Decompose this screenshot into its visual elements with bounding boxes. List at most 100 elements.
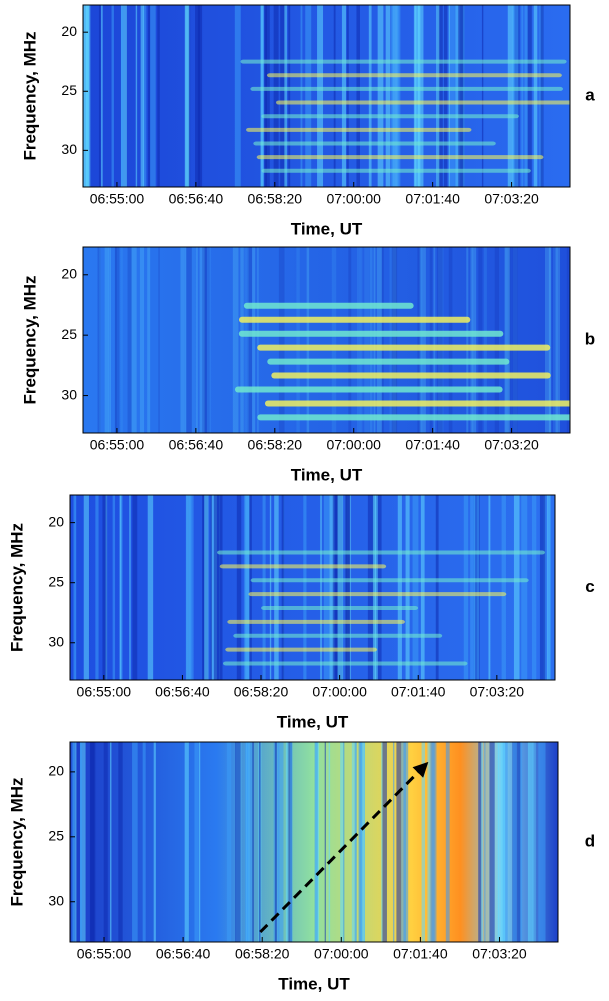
stripe bbox=[431, 742, 437, 942]
stripe bbox=[538, 742, 544, 942]
y-tick-label: 20 bbox=[48, 513, 64, 529]
stripe bbox=[246, 742, 253, 942]
stripe bbox=[494, 247, 499, 433]
stripe bbox=[97, 247, 101, 433]
stripe bbox=[376, 247, 382, 433]
streak bbox=[261, 114, 519, 119]
stripe bbox=[412, 495, 419, 680]
stripe bbox=[392, 247, 397, 433]
plot-frame bbox=[82, 246, 571, 434]
streak bbox=[271, 372, 551, 379]
stripe bbox=[317, 5, 324, 187]
stripe bbox=[512, 742, 517, 942]
stripe bbox=[337, 495, 344, 680]
stripe bbox=[226, 742, 232, 942]
stripe bbox=[489, 742, 495, 942]
stripe bbox=[273, 5, 279, 187]
stripe bbox=[73, 742, 75, 942]
stripe bbox=[473, 495, 476, 680]
x-tick-label: 06:55:00 bbox=[90, 191, 145, 207]
stripe bbox=[157, 5, 160, 187]
stripe bbox=[80, 742, 86, 942]
stripe bbox=[244, 742, 249, 942]
stripe bbox=[300, 5, 303, 187]
x-tick-label: 06:56:40 bbox=[156, 946, 211, 962]
stripe bbox=[381, 247, 384, 433]
stripe bbox=[381, 742, 383, 942]
stripe bbox=[191, 247, 196, 433]
stripe bbox=[244, 247, 249, 433]
stripe bbox=[435, 495, 439, 680]
stripe bbox=[132, 742, 138, 942]
stripe bbox=[471, 247, 474, 433]
stripe bbox=[112, 495, 116, 680]
stripe bbox=[198, 742, 201, 942]
streak bbox=[257, 344, 551, 351]
stripe bbox=[553, 247, 558, 433]
stripe bbox=[213, 495, 219, 680]
stripe bbox=[324, 742, 326, 942]
stripe bbox=[287, 742, 292, 942]
stripe bbox=[135, 495, 138, 680]
y-tick-label: 25 bbox=[61, 82, 77, 98]
stripe bbox=[274, 742, 277, 942]
stripe bbox=[543, 742, 546, 942]
stripe bbox=[204, 247, 210, 433]
plot-frame bbox=[69, 741, 559, 943]
stripe bbox=[240, 247, 244, 433]
stripe bbox=[195, 247, 198, 433]
stripe bbox=[285, 742, 289, 942]
streak bbox=[233, 633, 443, 638]
stripe bbox=[180, 247, 185, 433]
stripe bbox=[391, 247, 398, 433]
x-axis-label: Time, UT bbox=[278, 974, 350, 993]
streak bbox=[256, 155, 544, 160]
stripe bbox=[184, 742, 189, 942]
stripe bbox=[303, 495, 307, 680]
stripe bbox=[202, 247, 207, 433]
stripe bbox=[186, 247, 193, 433]
stripe bbox=[199, 247, 206, 433]
stripe bbox=[194, 742, 199, 942]
panel-label: a bbox=[585, 85, 595, 104]
stripe bbox=[566, 247, 569, 433]
stripe bbox=[340, 742, 345, 942]
streak bbox=[240, 59, 567, 64]
stripe bbox=[356, 247, 361, 433]
stripe bbox=[513, 5, 519, 187]
y-tick-label: 30 bbox=[61, 141, 77, 157]
streak bbox=[261, 606, 419, 610]
stripe bbox=[348, 247, 352, 433]
stripe bbox=[90, 742, 96, 942]
stripe bbox=[99, 247, 102, 433]
spectrum bbox=[70, 495, 555, 680]
y-tick-label: 25 bbox=[61, 326, 77, 342]
stripe bbox=[512, 247, 518, 433]
stripe bbox=[466, 247, 469, 433]
x-tick-label: 07:00:00 bbox=[312, 684, 367, 700]
spectrum bbox=[70, 742, 558, 942]
stripe bbox=[512, 247, 518, 433]
stripe bbox=[284, 5, 287, 187]
stripe bbox=[417, 5, 424, 187]
x-tick-label: 06:56:40 bbox=[169, 437, 224, 453]
stripe bbox=[420, 247, 426, 433]
stripe bbox=[150, 5, 156, 187]
streak bbox=[246, 127, 472, 132]
stripe bbox=[539, 495, 546, 680]
stripe bbox=[460, 5, 464, 187]
stripe bbox=[359, 247, 363, 433]
y-tick-label: 30 bbox=[48, 633, 64, 649]
stripe bbox=[305, 5, 312, 187]
stripe bbox=[437, 5, 443, 187]
stripe bbox=[234, 5, 241, 187]
y-tick-label: 25 bbox=[48, 573, 64, 589]
stripe bbox=[252, 247, 256, 433]
stripe bbox=[129, 495, 131, 680]
stripe bbox=[306, 247, 310, 433]
stripe bbox=[369, 247, 373, 433]
stripe bbox=[436, 5, 440, 187]
stripe bbox=[236, 495, 242, 680]
stripe bbox=[521, 5, 524, 187]
stripe bbox=[417, 247, 421, 433]
